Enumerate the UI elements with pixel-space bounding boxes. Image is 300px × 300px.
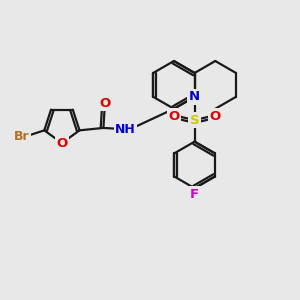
Text: O: O [56,137,68,150]
Text: O: O [169,110,180,123]
Text: F: F [190,188,199,201]
Text: Br: Br [14,130,29,143]
Text: S: S [190,114,200,127]
Text: O: O [99,97,110,110]
Text: O: O [209,110,220,123]
Text: N: N [189,90,200,103]
Text: NH: NH [115,123,136,136]
